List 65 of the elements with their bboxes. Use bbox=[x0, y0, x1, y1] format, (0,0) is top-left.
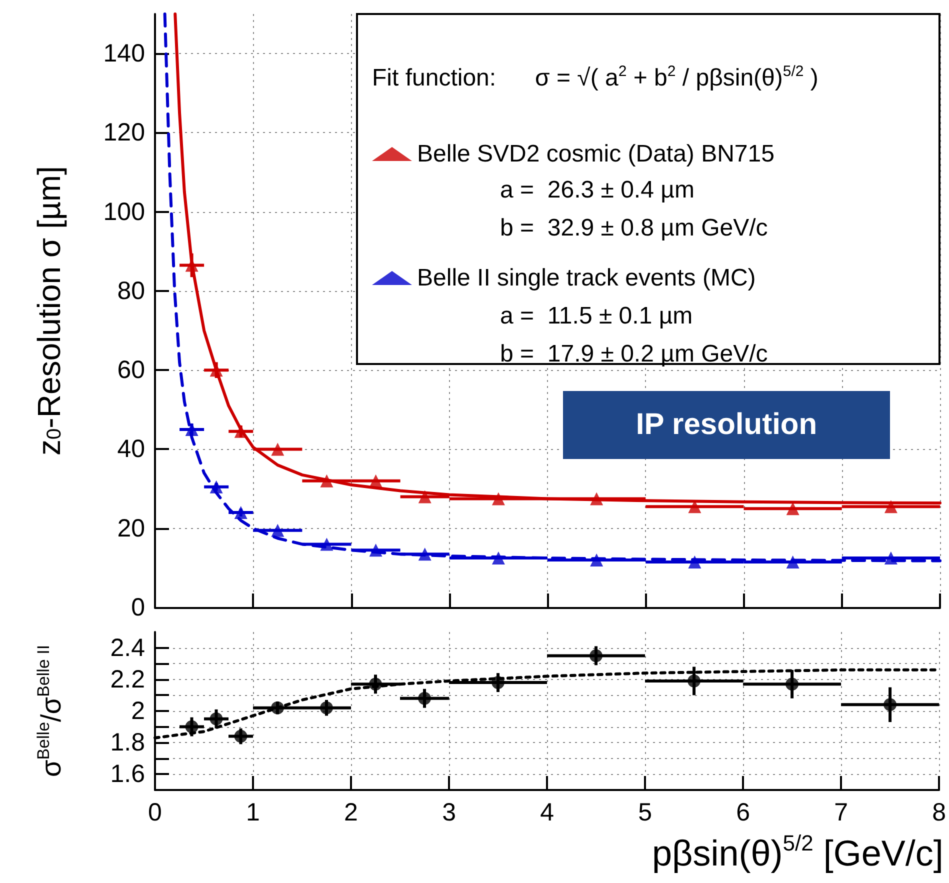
x-tick-label: 4 bbox=[540, 798, 554, 826]
point bbox=[320, 538, 334, 551]
point bbox=[418, 548, 432, 561]
point bbox=[418, 490, 432, 504]
x-tick-label: 2 bbox=[344, 798, 358, 826]
point bbox=[786, 678, 799, 691]
x-tick-label: 7 bbox=[834, 798, 848, 826]
annotation: Fit function: bbox=[372, 64, 496, 92]
point bbox=[369, 474, 382, 488]
point bbox=[185, 422, 198, 436]
annotation: a = 11.5 ± 0.1 µm bbox=[500, 302, 693, 330]
point bbox=[234, 730, 248, 743]
point bbox=[418, 692, 432, 705]
y-tick-label: 2 bbox=[131, 697, 145, 725]
point bbox=[786, 556, 800, 568]
annotation: a = 26.3 ± 0.4 µm bbox=[500, 176, 694, 204]
banner: IP resolution bbox=[563, 391, 890, 459]
y-tick-label: 2.2 bbox=[110, 665, 145, 694]
y-tick-label: 40 bbox=[117, 435, 145, 464]
y-tick-label: 100 bbox=[103, 198, 145, 226]
y-tick-label: 80 bbox=[117, 276, 145, 305]
point bbox=[210, 712, 223, 726]
point bbox=[185, 720, 198, 734]
y-tick-label: 2.4 bbox=[110, 634, 146, 662]
x-tick-label: 8 bbox=[932, 798, 946, 826]
point bbox=[884, 552, 898, 565]
y-tick-label: 20 bbox=[117, 514, 145, 542]
annotation: b = 32.9 ± 0.8 µm GeV/c bbox=[500, 214, 768, 242]
point bbox=[320, 701, 334, 714]
point bbox=[271, 442, 284, 456]
x-tick-label: 1 bbox=[246, 798, 260, 826]
x-tick-label: 5 bbox=[638, 798, 652, 826]
point bbox=[271, 701, 284, 714]
y-tick-label: 120 bbox=[103, 118, 145, 147]
point bbox=[590, 554, 604, 567]
point bbox=[688, 674, 701, 688]
y-tick-label: 60 bbox=[117, 356, 145, 384]
point bbox=[320, 474, 334, 488]
point bbox=[234, 424, 248, 438]
y-tick-label: 1.6 bbox=[110, 760, 145, 788]
y-tick-label: 140 bbox=[103, 40, 145, 68]
point bbox=[884, 698, 897, 712]
point bbox=[688, 556, 702, 568]
point bbox=[492, 552, 505, 565]
legend-label: Belle SVD2 cosmic (Data) BN715 bbox=[417, 140, 774, 168]
point bbox=[369, 544, 382, 557]
legend-label: Belle II single track events (MC) bbox=[417, 264, 756, 292]
point bbox=[369, 678, 382, 691]
x-tick-label: 6 bbox=[736, 798, 750, 826]
point bbox=[786, 502, 800, 516]
annotation: b = 17.9 ± 0.2 µm GeV/c bbox=[500, 340, 768, 368]
y-axis-title: z0-Resolution σ [µm] bbox=[31, 166, 67, 456]
x-tick-label: 0 bbox=[148, 798, 162, 826]
y-axis-title: σBelle/σBelle II bbox=[34, 644, 66, 778]
point bbox=[884, 500, 898, 514]
point bbox=[210, 480, 223, 494]
x-tick-label: 3 bbox=[442, 798, 456, 826]
point bbox=[234, 506, 248, 520]
point bbox=[492, 676, 505, 690]
point bbox=[271, 524, 284, 537]
point bbox=[492, 492, 505, 506]
point bbox=[590, 492, 604, 506]
y-tick-label: 0 bbox=[131, 594, 145, 622]
y-tick-label: 1.8 bbox=[110, 728, 145, 757]
point bbox=[590, 649, 603, 662]
